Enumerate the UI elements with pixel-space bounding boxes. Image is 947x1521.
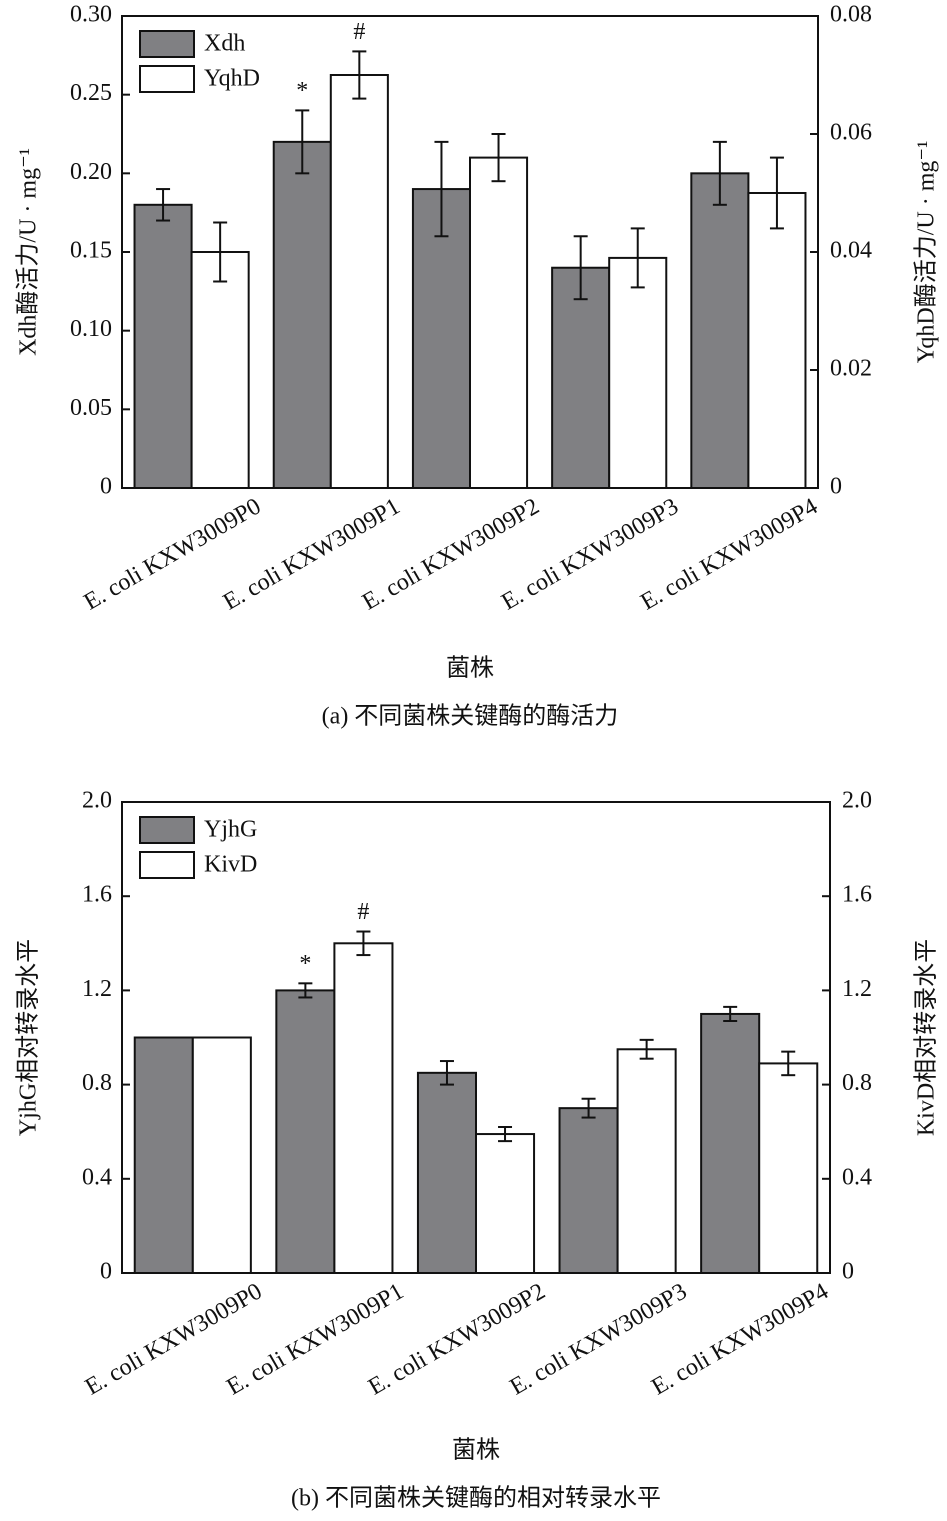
y-tick-label: 2.0 [82,788,112,814]
bar [700,1012,761,1274]
caption: (a) 不同菌株关键酶的酶活力 [322,703,619,730]
y-tick-label: 1.2 [82,976,112,1002]
y-tick-label: 0 [100,1259,112,1285]
annotation: # [357,899,369,925]
y2-tick-label: 0.02 [830,356,872,382]
y2-tick-label: 0.08 [830,2,872,28]
y2-axis-title: KivD相对转录水平 [913,939,940,1136]
y-axis-title: Xdh酶活力/U · mg⁻¹ [15,148,42,356]
bar [558,1107,619,1275]
bar [133,203,193,490]
y-axis-title: YjhG相对转录水平 [15,939,42,1136]
bar [272,140,332,489]
y-tick-label: 0 [100,474,112,500]
y2-tick-label: 0.06 [830,120,872,146]
bar [608,256,668,489]
y-tick-label: 1.6 [82,882,112,908]
bar [690,172,750,489]
legend-swatch [139,30,195,58]
legend-label: YjhG [204,817,257,843]
y-tick-label: 0.4 [82,1164,112,1190]
legend-label: KivD [204,852,257,878]
annotation: # [353,19,365,45]
bar [329,74,389,489]
y2-tick-label: 1.2 [842,976,872,1002]
y-tick-label: 0.20 [70,159,112,185]
annotation: * [296,78,308,104]
bar [333,942,394,1274]
annotation: * [299,951,311,977]
bar [133,1036,194,1274]
y-tick-label: 0.15 [70,238,112,264]
bar [190,251,250,489]
bar [469,156,529,489]
caption: (b) 不同菌株关键酶的相对转录水平 [291,1485,661,1512]
y2-axis-title: YqhD酶活力/U · mg⁻¹ [913,141,940,364]
bar [275,989,336,1275]
y-tick-label: 0.8 [82,1070,112,1096]
x-axis-title: 菌株 [446,655,494,682]
y2-tick-label: 0 [830,474,842,500]
bar [758,1062,819,1275]
bar [616,1048,677,1275]
y-tick-label: 0.30 [70,2,112,28]
legend-label: Xdh [204,31,245,57]
bar [747,192,807,489]
legend-swatch [139,816,195,844]
y-tick-label: 0.10 [70,316,112,342]
legend-label: YqhD [204,66,260,92]
y2-tick-label: 0.8 [842,1070,872,1096]
bar [416,1071,477,1274]
legend-swatch [139,851,195,879]
y2-tick-label: 0.4 [842,1164,872,1190]
legend-swatch [139,65,195,93]
bar [551,266,611,489]
y2-tick-label: 2.0 [842,788,872,814]
x-axis-title: 菌株 [452,1437,500,1464]
y2-tick-label: 1.6 [842,882,872,908]
bar [475,1133,536,1275]
y-tick-label: 0.05 [70,395,112,421]
y2-tick-label: 0 [842,1259,854,1285]
y-tick-label: 0.25 [70,80,112,106]
y2-tick-label: 0.04 [830,238,872,264]
bar [191,1036,252,1274]
